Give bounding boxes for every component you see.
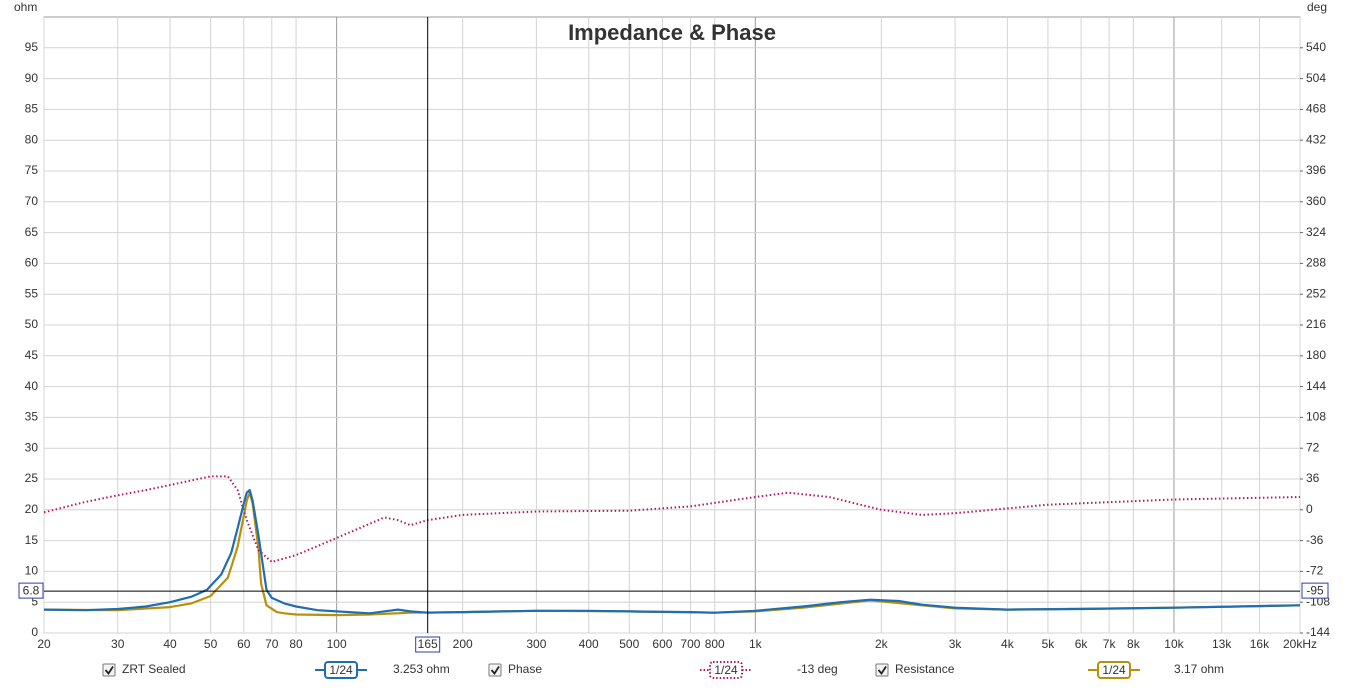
y2-tick-label: 252 xyxy=(1306,286,1326,300)
y2-tick-label: 108 xyxy=(1306,410,1326,424)
y-tick-label: 55 xyxy=(25,286,39,300)
x-tick-label: 30 xyxy=(111,637,125,651)
x-tick-label: 2k xyxy=(875,637,889,651)
y2-tick-label: 396 xyxy=(1306,163,1326,177)
y-tick-label: 0 xyxy=(31,625,38,639)
x-tick-label: 300 xyxy=(526,637,546,651)
smoothing-box[interactable] xyxy=(709,661,743,679)
y-tick-label: 60 xyxy=(25,256,39,270)
legend-readout: 3.17 ohm xyxy=(1174,662,1224,676)
y-tick-label: 35 xyxy=(25,410,39,424)
x-tick-label: 70 xyxy=(265,637,279,651)
x-tick-label: 7k xyxy=(1103,637,1117,651)
y2-tick-label: 360 xyxy=(1306,194,1326,208)
y-unit: ohm xyxy=(14,0,37,14)
y-tick-label: 45 xyxy=(25,348,39,362)
y-tick-label: 5 xyxy=(31,594,38,608)
x-tick-label: 100 xyxy=(327,637,347,651)
y2-tick-label: -72 xyxy=(1306,564,1324,578)
y2-tick-label: 144 xyxy=(1306,379,1326,393)
chart-title: Impedance & Phase xyxy=(568,20,776,45)
y2-tick-label: 504 xyxy=(1306,71,1326,85)
x-tick-label: 50 xyxy=(204,637,218,651)
cursor-y-label: 6.8 xyxy=(23,583,40,597)
x-tick-label: 6k xyxy=(1075,637,1089,651)
y2-unit: deg xyxy=(1307,0,1327,14)
x-tick-label: 1k xyxy=(749,637,763,651)
y2-tick-label: 468 xyxy=(1306,102,1326,116)
marks xyxy=(43,475,1301,617)
smoothing-box[interactable] xyxy=(1097,661,1131,679)
y-tick-label: 15 xyxy=(25,533,39,547)
checkmark xyxy=(877,666,887,676)
cursor-x-label: 165 xyxy=(418,637,438,651)
y2-tick-label: 324 xyxy=(1306,225,1326,239)
smoothing-label: 1/24 xyxy=(1102,663,1126,677)
y-tick-label: 90 xyxy=(25,71,39,85)
y2-tick-label: 540 xyxy=(1306,40,1326,54)
x-tick-label: 500 xyxy=(619,637,639,651)
y-tick-label: 10 xyxy=(25,564,39,578)
legend-label: Resistance xyxy=(895,662,955,676)
y-tick-label: 25 xyxy=(25,471,39,485)
y2-tick-label: -144 xyxy=(1306,625,1330,639)
checkmark xyxy=(104,666,114,676)
y2-tick-label: 72 xyxy=(1306,440,1320,454)
x-tick-label: 4k xyxy=(1001,637,1015,651)
x-tick-label: 8k xyxy=(1127,637,1141,651)
x-tick-label: 700 xyxy=(680,637,700,651)
y-tick-label: 75 xyxy=(25,163,39,177)
cursor-y2-label: -95 xyxy=(1306,583,1324,597)
x-tick-label: 5k xyxy=(1042,637,1056,651)
series-line xyxy=(43,475,1301,563)
x-tick-label: 60 xyxy=(237,637,251,651)
series-line xyxy=(43,489,1301,615)
y2-tick-label: 180 xyxy=(1306,348,1326,362)
legend-readout: 3.253 ohm xyxy=(393,662,450,676)
y-tick-label: 50 xyxy=(25,317,39,331)
legend-label: ZRT Sealed xyxy=(122,662,186,676)
cursor-y-box xyxy=(18,582,44,599)
y-tick-label: 20 xyxy=(25,502,39,516)
x-tick-label: 20 xyxy=(37,637,51,651)
x-tick-label: 80 xyxy=(289,637,303,651)
x-tick-label: 40 xyxy=(163,637,177,651)
y2-tick-label: 36 xyxy=(1306,471,1320,485)
y2-tick-label: 216 xyxy=(1306,317,1326,331)
y-tick-label: 65 xyxy=(25,225,39,239)
x-tick-label: 10k xyxy=(1164,637,1184,651)
y-tick-label: 40 xyxy=(25,379,39,393)
x-tick-label: 800 xyxy=(705,637,725,651)
x-tick-label: 20kHz xyxy=(1283,637,1317,651)
x-tick-label: 400 xyxy=(579,637,599,651)
y-tick-label: 80 xyxy=(25,132,39,146)
legend-label: Phase xyxy=(508,662,542,676)
smoothing-box[interactable] xyxy=(324,661,358,679)
x-tick-label: 200 xyxy=(453,637,473,651)
grid xyxy=(43,17,1301,634)
y2-tick-label: -36 xyxy=(1306,533,1324,547)
y-tick-label: 85 xyxy=(25,102,39,116)
smoothing-label: 1/24 xyxy=(714,663,738,677)
y2-tick-label: 0 xyxy=(1306,502,1313,516)
y-tick-label: 70 xyxy=(25,194,39,208)
x-tick-label: 16k xyxy=(1250,637,1270,651)
y-tick-label: 95 xyxy=(25,40,39,54)
x-tick-label: 13k xyxy=(1212,637,1232,651)
x-tick-label: 600 xyxy=(652,637,672,651)
cursor-x-box xyxy=(415,636,441,653)
cursor-y2-box xyxy=(1301,582,1329,599)
checkmark xyxy=(490,666,500,676)
smoothing-label: 1/24 xyxy=(329,663,353,677)
legend-readout: -13 deg xyxy=(797,662,838,676)
x-tick-label: 3k xyxy=(949,637,963,651)
y-tick-label: 30 xyxy=(25,440,39,454)
y2-tick-label: 432 xyxy=(1306,132,1326,146)
y2-tick-label: 288 xyxy=(1306,256,1326,270)
